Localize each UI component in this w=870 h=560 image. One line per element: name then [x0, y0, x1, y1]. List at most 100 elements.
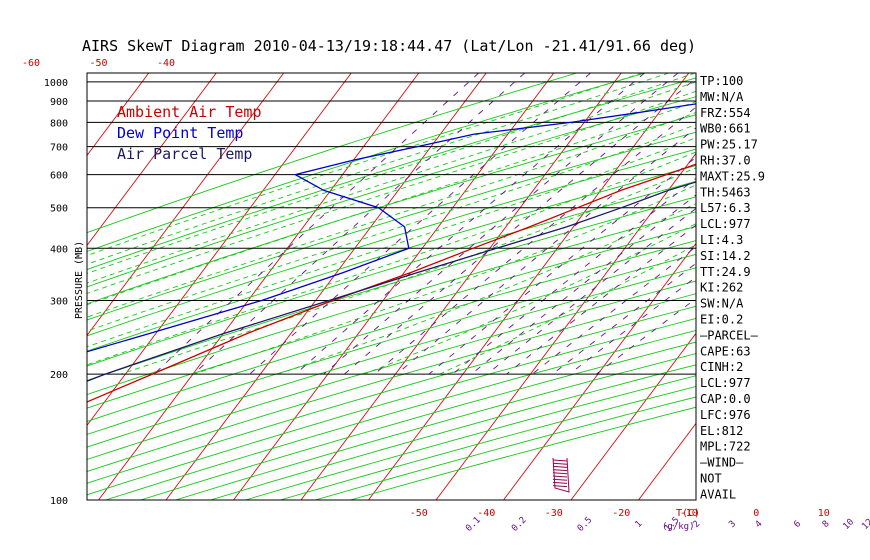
- dry-adiabat-line: [87, 293, 696, 472]
- dry-adiabat-line: [87, 73, 646, 252]
- stability-index: MAXT:25.9: [700, 169, 765, 183]
- isotherm-line: [87, 73, 352, 427]
- isotherm-line: [774, 73, 870, 500]
- top-temperature-ticks: -120-110-100-90-80-70-60-50-40: [22, 58, 175, 69]
- mixing-ratio-unit: (g/kg): [662, 522, 695, 532]
- isotherm-line: [300, 73, 622, 500]
- dry-adiabat-line: [245, 375, 696, 500]
- moist-adiabat-line: [87, 151, 696, 366]
- moist-adiabat-line: [277, 203, 696, 375]
- dry-adiabat-line: [87, 240, 696, 422]
- stability-index: AVAIL: [700, 487, 736, 501]
- mixing-ratio-tick: 3: [727, 519, 738, 530]
- dry-adiabat-line: [175, 353, 696, 500]
- wind-hatch-line: [552, 459, 568, 462]
- plot-frame: [86, 72, 697, 501]
- mixing-ratio-tick: 12: [860, 517, 870, 532]
- y-tick-label: 500: [50, 204, 68, 215]
- bottom-axis-title: T(C): [676, 508, 700, 519]
- mixing-ratio-line: [249, 73, 591, 375]
- bottom-temp-tick: -20: [612, 508, 630, 519]
- wind-hatch-line: [552, 481, 568, 484]
- mixing-ratio-line: [452, 177, 696, 375]
- dry-adiabat-line: [87, 317, 696, 496]
- moist-adiabat-line: [87, 124, 696, 332]
- dry-adiabat-line: [87, 225, 696, 409]
- isotherm-line: [503, 242, 696, 500]
- isotherm-line: [87, 73, 217, 247]
- stability-index: —WIND—: [700, 456, 744, 470]
- isotherm-line: [0, 73, 81, 500]
- dry-adiabat-line: [87, 267, 696, 448]
- dry-adiabat-line: [350, 406, 696, 500]
- stability-index: LFC:976: [700, 408, 751, 422]
- mixing-ratio-tick: 10: [841, 517, 856, 532]
- moist-adiabat-line: [193, 184, 696, 375]
- dry-adiabat-line: [315, 396, 696, 500]
- y-tick-label: 700: [50, 143, 68, 154]
- moist-adiabat-line: [439, 244, 696, 375]
- stability-index: CINH:2: [700, 360, 743, 374]
- stability-index: CAP:0.0: [700, 392, 751, 406]
- legend-entry: Ambient Air Temp: [117, 103, 262, 121]
- y-axis-title: PRESSURE (MB): [74, 241, 85, 319]
- chart-title: AIRS SkewT Diagram 2010-04-13/19:18:44.4…: [82, 37, 696, 55]
- mixing-ratio-line: [396, 127, 696, 375]
- mixing-ratio-tick: 6: [792, 519, 803, 530]
- stability-index: SI:14.2: [700, 249, 751, 263]
- wind-hatch-line: [552, 478, 568, 481]
- y-tick-label: 400: [50, 244, 68, 255]
- stability-index: TH:5463: [700, 185, 751, 199]
- wind-hatch-line: [552, 465, 568, 468]
- stability-index: LCL:977: [700, 217, 751, 231]
- wind-barb-hatch: [552, 457, 570, 493]
- moist-adiabat-line: [87, 81, 696, 284]
- bottom-temp-tick: -30: [545, 508, 563, 519]
- stability-index: TP:100: [700, 74, 743, 88]
- dry-adiabat-line: [87, 114, 696, 305]
- isotherm-line: [0, 73, 14, 500]
- ambient-temp-line: [87, 163, 696, 403]
- dry-adiabat-line: [87, 196, 696, 381]
- isotherm-line: [165, 73, 487, 500]
- bottom-temp-tick: 10: [818, 508, 830, 519]
- stability-index: RH:37.0: [700, 154, 751, 168]
- dry-adiabat-line: [87, 253, 696, 435]
- legend: Ambient Air Temp Dew Point Temp Air Parcel…: [117, 103, 262, 163]
- stability-index: MPL:722: [700, 440, 751, 454]
- wind-hatch-line: [552, 469, 568, 472]
- dry-adiabat-line: [87, 211, 696, 396]
- bottom-temperature-ticks: -50-40-30-20-100102030T(C): [410, 508, 830, 519]
- wind-hatch-line: [552, 462, 568, 465]
- bottom-temp-tick: -40: [477, 508, 495, 519]
- isotherm-line: [638, 422, 696, 500]
- legend-entry: Air Parcel Temp: [117, 145, 252, 163]
- moist-adiabat-line: [120, 167, 696, 375]
- stability-index: SW:N/A: [700, 297, 744, 311]
- isotherm-line: [841, 73, 870, 500]
- y-tick-label: 800: [50, 118, 68, 129]
- stability-index: L57:6.3: [700, 201, 751, 215]
- mixing-ratio-tick: 0.5: [576, 515, 595, 534]
- top-temp-tick: -50: [89, 58, 107, 69]
- mixing-ratio-line: [531, 246, 696, 375]
- bottom-temp-tick: -10: [680, 508, 698, 519]
- y-tick-label: 600: [50, 171, 68, 182]
- grid-layer: [0, 73, 870, 500]
- stability-index: EI:0.2: [700, 313, 743, 327]
- stability-index: —PARCEL—: [700, 328, 759, 342]
- dry-adiabat-line: [87, 165, 696, 352]
- dry-adiabat-line: [87, 77, 696, 270]
- moist-adiabat-line: [87, 73, 669, 265]
- isotherm-line: [570, 332, 696, 500]
- moist-adiabat-line: [364, 223, 696, 375]
- y-tick-label: 900: [50, 97, 68, 108]
- stability-index: KI:262: [700, 281, 743, 295]
- stability-index: FRZ:554: [700, 106, 751, 120]
- dry-adiabat-line: [210, 364, 696, 500]
- wind-hatch-line: [552, 472, 568, 475]
- top-temp-tick: -40: [157, 58, 175, 69]
- stability-index: MW:N/A: [700, 90, 744, 104]
- dry-adiabat-line: [87, 131, 696, 321]
- dry-adiabat-line: [87, 148, 696, 337]
